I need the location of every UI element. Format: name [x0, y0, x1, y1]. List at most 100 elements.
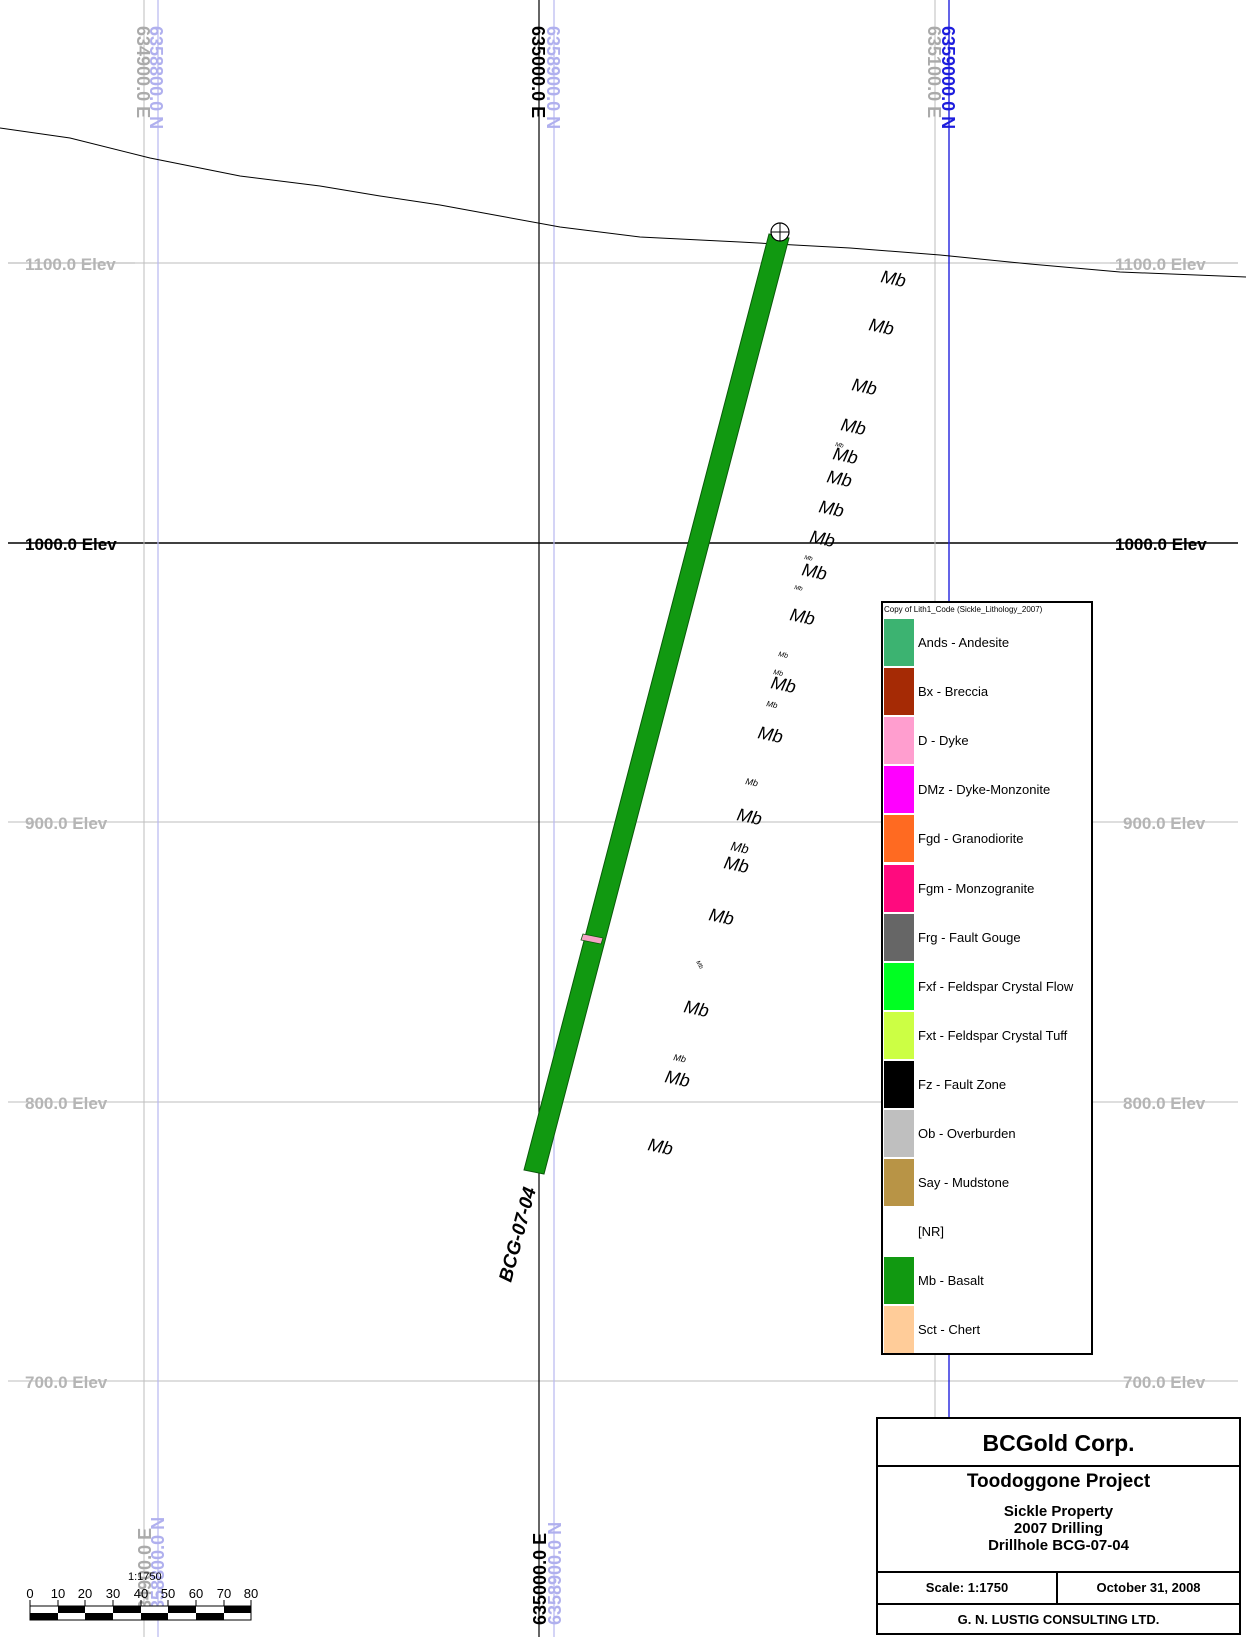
mb-label: Mb	[825, 466, 854, 491]
lithology-annotations: Mb Mb Mb Mb Mb Mb Mb Mb Mb Mb Mb Mb Mb M…	[682, 266, 908, 1021]
legend-label: Fxf - Feldspar Crystal Flow	[918, 978, 1074, 994]
property-name: Sickle Property	[1003, 1503, 1114, 1520]
scale-tick-80: 80	[244, 1586, 258, 1601]
mb-label: Mb	[800, 559, 829, 584]
legend-swatch	[884, 1159, 914, 1207]
scale-tick-20: 20	[78, 1586, 92, 1601]
scale-bar-tick-labels: 0 10 20 30 40 50 60 70 80	[26, 1586, 258, 1601]
topography-line	[0, 127, 1246, 278]
scale-tick-40: 40	[134, 1586, 148, 1601]
scale-text: Scale: 1:1750	[878, 1573, 1058, 1603]
program-name: 2007 Drilling	[1013, 1520, 1104, 1537]
legend-swatch	[884, 962, 914, 1010]
mb-label: Mb	[735, 804, 764, 829]
legend-item: Fxf - Feldspar Crystal Flow	[884, 962, 1090, 1012]
legend-title: Copy of Lith1_Code (Sickle_Lithology_200…	[884, 605, 1043, 614]
grid-label-bottom-635000-e: 635000.0 E	[530, 1533, 550, 1625]
grid-labels-top: 6358800.0 N 634900.0 E 635000.0 E 635890…	[133, 26, 958, 129]
legend-item: Frg - Fault Gouge	[884, 913, 1090, 963]
mb-label: Mb	[707, 904, 736, 929]
legend-swatch	[884, 1306, 914, 1354]
elev-label-900-right: 900.0 Elev	[1123, 814, 1206, 833]
mb-label: Mb	[879, 266, 908, 291]
grid-label-bottom-634900-e: 634900.0 E	[135, 1528, 155, 1620]
legend-item: D - Dyke	[884, 717, 1090, 766]
elev-label-900-left: 900.0 Elev	[25, 814, 108, 833]
grid-labels-bottom: 6358800.0 N 634900.0 E 635000.0 E 635890…	[135, 1517, 565, 1625]
scale-tick-50: 50	[161, 1586, 175, 1601]
project-name: Toodoggone Project	[966, 1471, 1151, 1492]
mb-label: Mb	[773, 669, 784, 678]
mb-label: Mb	[673, 1052, 687, 1064]
mb-label: Mb	[769, 672, 798, 697]
elev-label-1000-right: 1000.0 Elev	[1115, 535, 1207, 554]
legend-item: Ands - Andesite	[884, 619, 1090, 668]
legend-swatch	[884, 1060, 914, 1108]
grid-label-bottom-6358900-n: 6358900.0 N	[545, 1522, 565, 1625]
mb-label: Mb	[850, 374, 879, 399]
scale-bar-ratio: 1:1750	[128, 1571, 162, 1583]
mb-label: Mb	[788, 604, 817, 629]
mb-label: Mb	[839, 414, 868, 439]
legend-label: Ands - Andesite	[918, 635, 1010, 650]
mb-label: Mb	[646, 1134, 675, 1159]
legend-label: [NR]	[918, 1224, 944, 1240]
legend-swatch	[884, 864, 914, 912]
legend-label: Fz - Fault Zone	[918, 1076, 1007, 1092]
legend-item: Fgd - Granodiorite	[884, 815, 1090, 864]
legend-swatch	[884, 619, 914, 666]
legend-item: DMz - Dyke-Monzonite	[884, 766, 1090, 815]
legend-item: Fz - Fault Zone	[884, 1060, 1090, 1110]
scale-tick-60: 60	[189, 1586, 203, 1601]
legend-label: DMz - Dyke-Monzonite	[918, 782, 1051, 798]
mb-label: Mb	[808, 526, 837, 551]
legend-item: Mb - Basalt	[884, 1257, 1090, 1306]
mb-label: Mb	[804, 555, 814, 563]
elev-label-700-right: 700.0 Elev	[1123, 1373, 1206, 1392]
mb-label: Mb	[745, 776, 759, 788]
company-name: BCGold Corp.	[878, 1419, 1239, 1467]
mb-label: Mb	[663, 1066, 692, 1091]
elev-label-1100-right: 1100.0 Elev	[1115, 255, 1206, 274]
grid-label-top-635100-e: 635100.0 E	[924, 26, 944, 118]
mb-label: Mb	[729, 838, 750, 856]
legend-swatch	[884, 1011, 914, 1059]
legend-swatch	[884, 1110, 914, 1157]
legend-label: Sct - Chert	[918, 1322, 981, 1338]
legend-item: Bx - Breccia	[884, 668, 1090, 717]
elevation-labels: 1100.0 Elev 1100.0 Elev 1000.0 Elev 1000…	[25, 255, 1207, 1392]
mb-label: Mb	[766, 699, 779, 710]
mb-label: Mb	[694, 960, 704, 971]
legend-label: D - Dyke	[918, 733, 969, 749]
legend-swatch	[884, 1208, 914, 1256]
scale-tick-70: 70	[217, 1586, 231, 1601]
grid-label-top-634900-e: 634900.0 E	[133, 26, 153, 118]
scale-date-row: Scale: 1:1750 October 31, 2008	[878, 1571, 1239, 1603]
legend-item: Fxt - Feldspar Crystal Tuff	[884, 1011, 1090, 1061]
legend-swatch	[884, 717, 914, 765]
legend-item: Sct - Chert	[884, 1306, 1090, 1355]
legend-item: [NR]	[884, 1208, 1090, 1257]
legend-swatch	[884, 1257, 914, 1305]
scale-tick-10: 10	[51, 1586, 65, 1601]
drillhole-title: Drillhole BCG-07-04	[988, 1537, 1129, 1554]
legend-swatch	[884, 815, 914, 863]
legend-swatch	[884, 668, 914, 716]
legend-label: Fgd - Granodiorite	[918, 831, 1024, 847]
title-block: BCGold Corp. Toodoggone Project Sickle P…	[876, 1417, 1241, 1635]
legend-label: Fgm - Monzogranite	[918, 880, 1035, 896]
grid-label-top-635000-e: 635000.0 E	[528, 26, 548, 118]
legend-label: Ob - Overburden	[918, 1126, 1016, 1141]
mb-label: Mb	[831, 443, 860, 468]
collar-symbol	[770, 222, 790, 242]
mb-label: Mb	[867, 314, 896, 339]
legend-swatch	[884, 913, 914, 961]
elev-label-800-right: 800.0 Elev	[1123, 1094, 1206, 1113]
scale-bar-segments	[29, 1600, 252, 1621]
lithology-legend: Copy of Lith1_Code (Sickle_Lithology_200…	[881, 601, 1093, 1355]
scale-bar: 1:1750 0 10 20 30 40 50 60 70 80	[26, 1571, 258, 1621]
legend-item: Fgm - Monzogranite	[884, 864, 1090, 914]
elev-label-800-left: 800.0 Elev	[25, 1094, 108, 1113]
elev-label-1000-left: 1000.0 Elev	[25, 535, 117, 554]
